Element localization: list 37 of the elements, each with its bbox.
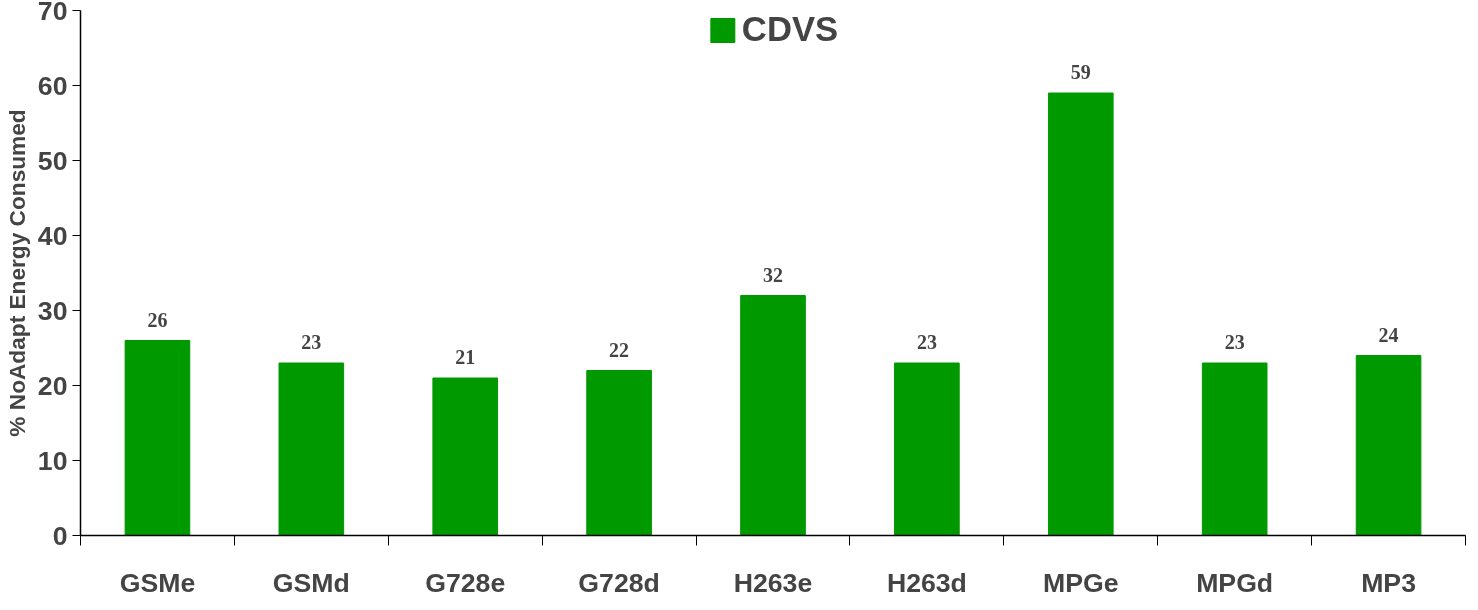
x-tick-label: GSMd [272, 567, 350, 598]
bar [278, 362, 345, 536]
y-axis-title: % NoAdapt Energy Consumed [3, 109, 30, 437]
y-tick-label: 10 [37, 445, 68, 476]
y-tick-label: 60 [37, 70, 68, 101]
data-label: 26 [147, 308, 168, 331]
y-tick-label: 40 [37, 220, 68, 251]
y-tick-label: 20 [37, 370, 68, 401]
x-tick-label: H263d [886, 567, 967, 598]
bar [586, 370, 652, 536]
data-label: 24 [1378, 323, 1399, 346]
bar [432, 377, 499, 536]
x-tick-label: H263e [733, 567, 813, 598]
x-tick-label: G728e [425, 567, 506, 598]
x-tick-label: MP3 [1361, 567, 1416, 598]
x-tick-label: G728d [578, 567, 660, 598]
y-tick-label: 0 [52, 520, 68, 551]
data-label: 23 [1224, 331, 1245, 353]
data-label: 22 [609, 338, 630, 361]
bar [1201, 362, 1268, 536]
y-tick-label: 70 [37, 0, 68, 26]
x-tick-label: MPGe [1043, 567, 1119, 598]
bar [740, 295, 806, 536]
legend-label: CDVS [741, 10, 839, 49]
bar [1355, 355, 1422, 536]
x-tick-label: MPGd [1196, 567, 1274, 598]
data-label: 21 [455, 346, 476, 368]
data-label: 23 [916, 331, 937, 353]
data-label: 59 [1070, 61, 1091, 83]
data-label: 32 [763, 263, 783, 286]
bar [1047, 92, 1114, 536]
y-tick-label: 50 [37, 145, 68, 176]
bar [894, 362, 960, 536]
x-tick-label: GSMe [119, 567, 196, 598]
bar [124, 340, 191, 536]
y-tick-label: 30 [37, 295, 68, 326]
data-label: 23 [301, 331, 322, 353]
